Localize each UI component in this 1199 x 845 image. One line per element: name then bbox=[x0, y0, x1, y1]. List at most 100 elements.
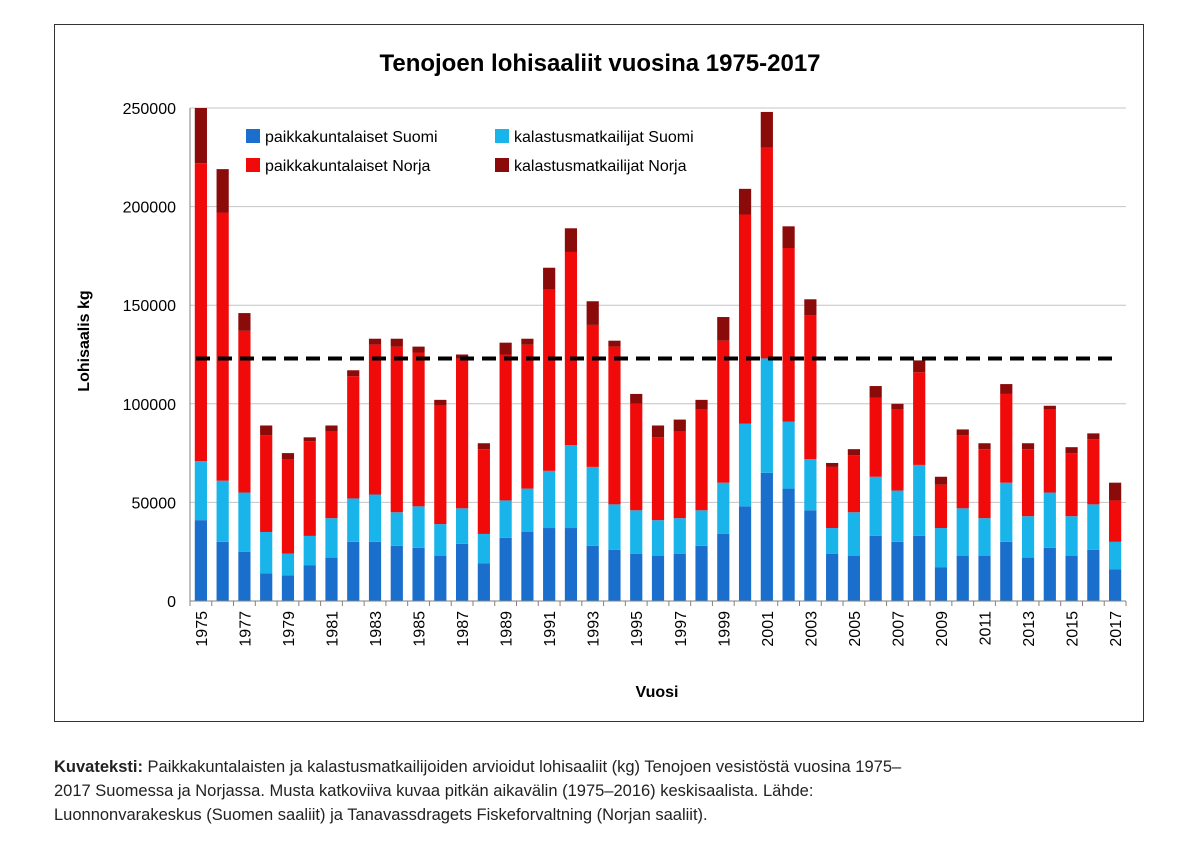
bar-segment bbox=[913, 464, 926, 536]
x-axis-label: Vuosi bbox=[636, 684, 679, 701]
bar-segment bbox=[434, 399, 447, 406]
bars bbox=[194, 108, 1122, 601]
bar-segment bbox=[586, 301, 599, 325]
bar-segment bbox=[782, 248, 795, 422]
y-tick-label: 150000 bbox=[123, 298, 176, 315]
bar-segment bbox=[216, 169, 229, 213]
bar-segment bbox=[564, 528, 578, 601]
bar-segment bbox=[347, 370, 360, 377]
bar-segment bbox=[368, 344, 382, 495]
legend: paikkakuntalaiset Suomi kalastusmatkailij… bbox=[246, 129, 694, 175]
bar-segment bbox=[194, 520, 207, 601]
bar-segment bbox=[847, 512, 861, 556]
bar-segment bbox=[738, 214, 752, 424]
bar-segment bbox=[760, 358, 773, 473]
bar-segment bbox=[521, 338, 534, 345]
bar-segment bbox=[303, 437, 316, 442]
bar-segment bbox=[717, 482, 730, 534]
bar-segment bbox=[630, 393, 643, 404]
bar-segment bbox=[1021, 557, 1035, 601]
bar-segment bbox=[826, 466, 839, 529]
bar-segment bbox=[564, 445, 578, 529]
legend-label: paikkakuntalaiset Suomi bbox=[265, 129, 438, 146]
bar-segment bbox=[1087, 549, 1100, 601]
bar-segment bbox=[1087, 433, 1100, 440]
bar-segment bbox=[1043, 405, 1056, 410]
bar-segment bbox=[238, 492, 251, 552]
bar-segment bbox=[499, 354, 512, 501]
bar-segment bbox=[956, 508, 969, 556]
bar-segment bbox=[673, 518, 686, 554]
caption-text-1: Paikkakuntalaisten ja kalastusmatkailijo… bbox=[147, 758, 902, 776]
x-tick-label: 1991 bbox=[542, 611, 559, 647]
bar-segment bbox=[847, 449, 861, 456]
bar-segment bbox=[303, 535, 316, 566]
bar-segment bbox=[1043, 547, 1056, 601]
bar-segment bbox=[194, 460, 207, 521]
y-tick-label: 200000 bbox=[123, 200, 176, 217]
x-tick-label: 1995 bbox=[629, 611, 646, 647]
bar-segment bbox=[477, 533, 490, 564]
legend-swatch bbox=[246, 129, 260, 143]
bar-segment bbox=[216, 480, 229, 542]
caption-line-1: Kuvateksti: Paikkakuntalaisten ja kalast… bbox=[54, 755, 1154, 779]
bar-segment bbox=[194, 163, 207, 461]
bar-segment bbox=[1043, 409, 1056, 493]
bar-segment bbox=[891, 403, 904, 410]
bar-segment bbox=[978, 443, 991, 450]
bar-segment bbox=[760, 147, 773, 359]
bar-segment bbox=[760, 472, 773, 601]
x-tick-label: 2005 bbox=[847, 611, 864, 647]
bar-segment bbox=[412, 506, 425, 548]
legend-label: kalastusmatkailijat Suomi bbox=[514, 129, 694, 146]
bar-segment bbox=[260, 435, 273, 532]
x-tick-label: 1999 bbox=[716, 611, 733, 647]
bar-segment bbox=[281, 575, 295, 601]
bar-segment bbox=[608, 549, 621, 601]
bar-segment bbox=[325, 425, 338, 432]
bar-segment bbox=[564, 228, 578, 252]
x-tick-label: 1983 bbox=[368, 611, 385, 647]
chart-title: Tenojoen lohisaaliit vuosina 1975-2017 bbox=[379, 50, 820, 77]
x-tick-label: 2009 bbox=[934, 611, 951, 647]
bar-segment bbox=[956, 555, 969, 601]
bar-segment bbox=[1109, 569, 1122, 601]
caption-line-2: 2017 Suomessa ja Norjassa. Musta katkovi… bbox=[54, 782, 814, 800]
bar-segment bbox=[1087, 439, 1100, 505]
y-tick-label: 0 bbox=[167, 594, 176, 611]
bar-segment bbox=[325, 557, 338, 601]
bar-segment bbox=[891, 490, 904, 542]
bar-segment bbox=[1000, 482, 1013, 542]
bar-segment bbox=[1065, 453, 1078, 517]
bar-segment bbox=[1000, 541, 1013, 601]
legend-label: paikkakuntalaiset Norja bbox=[265, 158, 431, 175]
bar-segment bbox=[543, 528, 556, 601]
bar-segment bbox=[216, 212, 229, 481]
chart-frame: Tenojoen lohisaaliit vuosina 1975-2017 0… bbox=[54, 24, 1144, 722]
bar-segment bbox=[695, 545, 708, 601]
bar-segment bbox=[956, 429, 969, 436]
bar-segment bbox=[455, 358, 469, 509]
bar-segment bbox=[651, 437, 665, 521]
chart: Tenojoen lohisaaliit vuosina 1975-2017 0… bbox=[76, 50, 1127, 701]
bar-segment bbox=[782, 226, 795, 249]
bar-segment bbox=[586, 466, 599, 546]
bar-segment bbox=[717, 533, 730, 601]
bar-segment bbox=[260, 573, 273, 601]
bar-segment bbox=[455, 508, 469, 544]
bar-segment bbox=[347, 376, 360, 499]
bar-segment bbox=[281, 453, 295, 460]
x-tick-label: 1989 bbox=[499, 611, 516, 647]
bar-segment bbox=[564, 251, 578, 446]
bar-segment bbox=[695, 510, 708, 546]
bar-segment bbox=[913, 360, 926, 373]
bar-segment bbox=[499, 342, 512, 355]
x-tick-label: 2017 bbox=[1108, 611, 1125, 647]
bar-segment bbox=[651, 555, 665, 601]
bar-segment bbox=[782, 488, 795, 601]
bar-segment bbox=[630, 553, 643, 601]
bar-segment bbox=[1109, 500, 1122, 542]
x-tick-label: 2013 bbox=[1021, 611, 1038, 647]
bar-segment bbox=[303, 565, 316, 601]
bar-segment bbox=[325, 431, 338, 519]
